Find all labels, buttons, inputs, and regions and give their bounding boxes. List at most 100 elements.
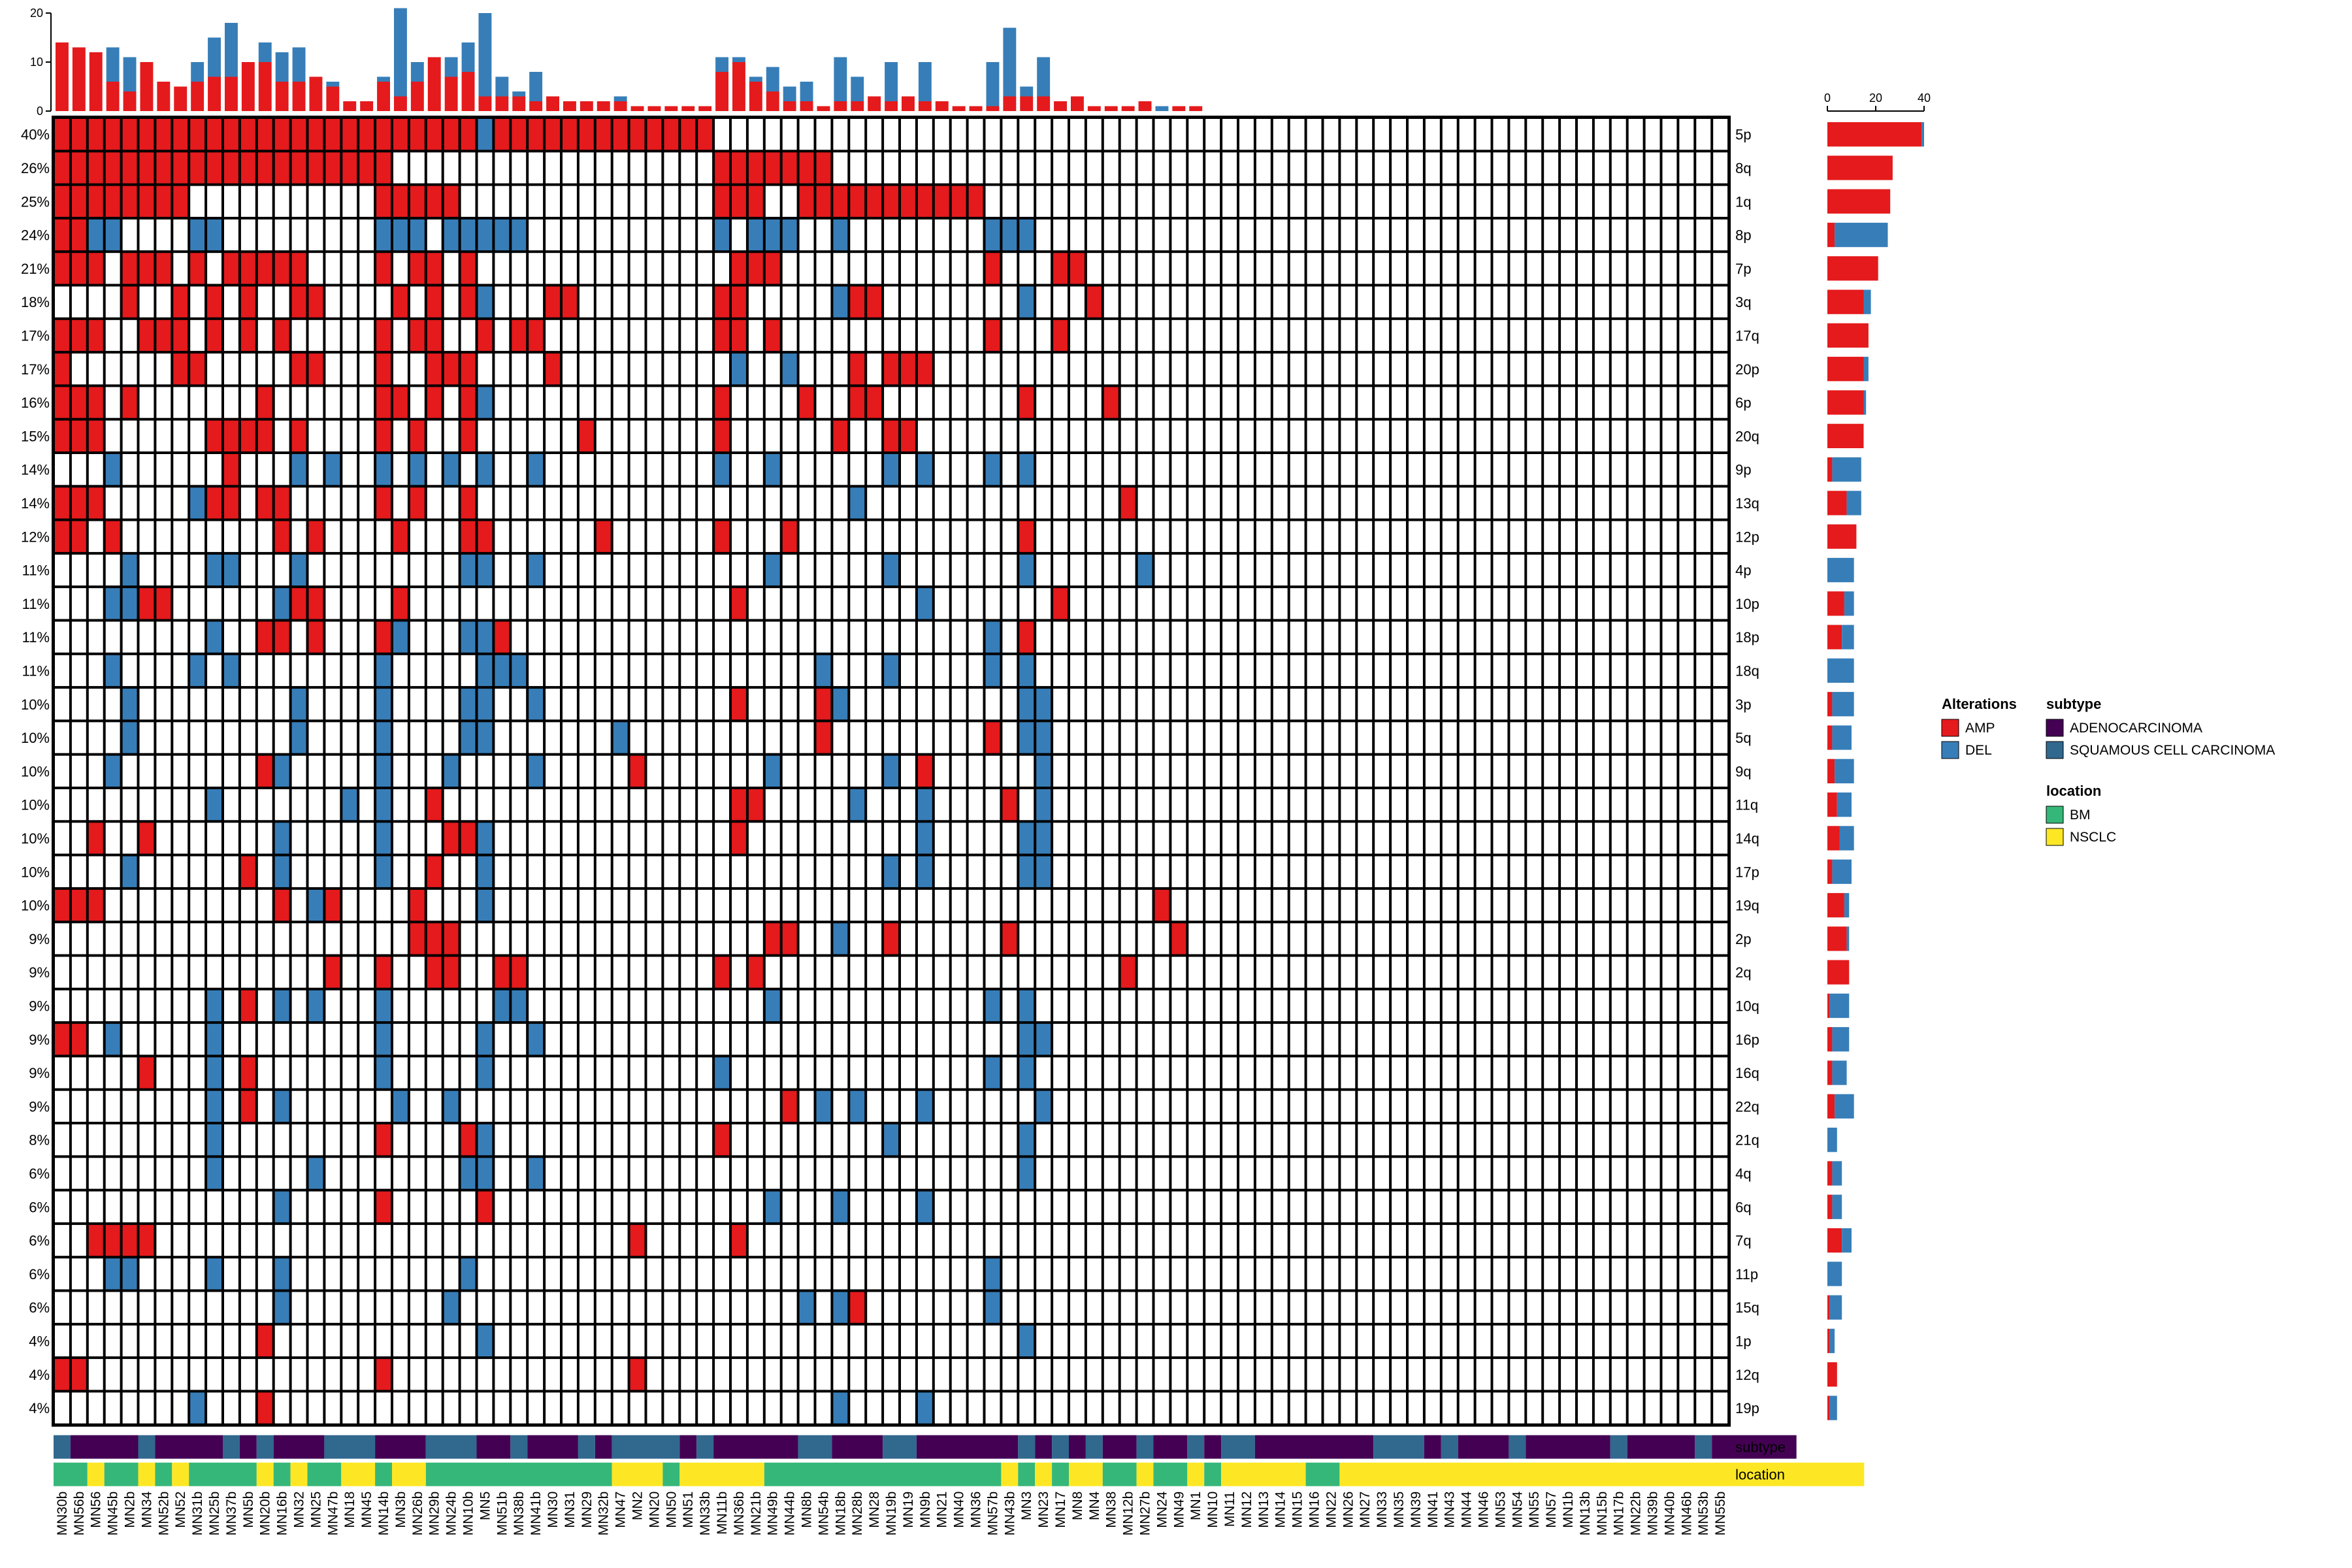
alteration-cell	[1103, 1358, 1119, 1391]
alteration-cell	[359, 621, 375, 653]
subtype-track	[1373, 1435, 1424, 1459]
alteration-cell	[1188, 989, 1204, 1022]
alteration-cell	[71, 956, 87, 988]
alteration-cell	[1070, 822, 1085, 855]
row-label: 12p	[1735, 529, 1759, 545]
alteration-cell	[88, 855, 104, 888]
alteration-cell	[1509, 1324, 1526, 1358]
alteration-cell	[308, 1056, 324, 1089]
side-bar-amp	[1827, 625, 1842, 649]
alteration-cell	[1458, 1157, 1475, 1190]
sample-label: MN55b	[1713, 1492, 1728, 1536]
alteration-cell	[1272, 453, 1288, 486]
alteration-cell	[172, 1056, 189, 1089]
alteration-cell	[409, 152, 425, 184]
alteration-cell	[1577, 789, 1593, 821]
alteration-cell	[731, 386, 747, 419]
alteration-cell	[1340, 218, 1356, 252]
alteration-cell	[155, 822, 172, 855]
alteration-cell	[1306, 789, 1322, 821]
side-bar-del	[1832, 1060, 1847, 1085]
alteration-cell	[189, 152, 206, 184]
alteration-cell	[105, 721, 121, 754]
alteration-cell	[781, 688, 798, 721]
alteration-cell	[1222, 1056, 1237, 1089]
alteration-cell	[1188, 553, 1204, 587]
alteration-cell	[832, 889, 849, 922]
alteration-cell	[155, 1124, 172, 1156]
alteration-cell	[1103, 989, 1119, 1022]
alteration-cell	[393, 1157, 408, 1190]
alteration-cell	[646, 419, 662, 453]
top-bar-amp	[1189, 106, 1203, 111]
alteration-cell	[612, 118, 629, 151]
alteration-cell	[731, 152, 747, 184]
alteration-cell	[342, 319, 358, 352]
alteration-cell	[426, 185, 442, 218]
alteration-cell	[1002, 252, 1018, 285]
alteration-cell	[1086, 654, 1102, 687]
alteration-cell	[206, 1324, 223, 1358]
alteration-cell	[460, 118, 476, 151]
alteration-cell	[1560, 487, 1576, 519]
alteration-cell	[325, 185, 341, 218]
alteration-cell	[680, 1190, 696, 1223]
alteration-cell	[680, 1258, 696, 1290]
alteration-cell	[1509, 923, 1526, 955]
alteration-cell	[409, 587, 425, 620]
alteration-cell	[1053, 989, 1068, 1022]
alteration-cell	[1272, 1190, 1288, 1223]
alteration-cell	[1036, 621, 1052, 653]
alteration-cell	[1357, 520, 1373, 553]
alteration-cell	[663, 218, 679, 252]
alteration-cell	[1441, 1157, 1458, 1190]
alteration-cell	[1188, 218, 1204, 252]
row-label: 10q	[1735, 998, 1759, 1014]
alteration-cell	[731, 587, 747, 620]
alteration-cell	[1171, 1190, 1187, 1223]
alteration-cell	[1255, 487, 1271, 519]
alteration-cell	[1137, 688, 1153, 721]
alteration-cell	[88, 654, 104, 687]
alteration-cell	[985, 152, 1001, 184]
alteration-cell	[189, 1324, 206, 1358]
alteration-cell	[1154, 419, 1170, 453]
alteration-cell	[900, 721, 916, 754]
row-label: 6q	[1735, 1199, 1751, 1215]
alteration-cell	[54, 453, 70, 486]
alteration-cell	[359, 923, 375, 955]
side-bar-del	[1827, 658, 1854, 683]
alteration-cell	[1205, 386, 1221, 419]
alteration-cell	[1424, 286, 1441, 318]
location-track	[273, 1462, 291, 1486]
side-bar-tick-label: 20	[1869, 91, 1882, 105]
alteration-cell	[189, 1392, 206, 1424]
side-bar-del	[1863, 357, 1869, 382]
alteration-cell	[325, 487, 341, 519]
subtype-track	[832, 1435, 883, 1459]
alteration-cell	[1188, 419, 1204, 453]
alteration-cell	[528, 755, 544, 787]
alteration-cell	[1289, 319, 1305, 352]
alteration-cell	[1627, 654, 1644, 687]
alteration-cell	[663, 654, 679, 687]
alteration-cell	[291, 520, 307, 553]
alteration-cell	[1171, 1324, 1187, 1358]
alteration-cell	[1391, 755, 1407, 787]
alteration-cell	[443, 319, 459, 352]
alteration-cell	[409, 1358, 425, 1391]
alteration-cell	[172, 286, 189, 318]
alteration-cell	[1661, 252, 1678, 285]
alteration-cell	[1289, 1358, 1305, 1391]
alteration-cell	[1678, 1224, 1695, 1257]
alteration-cell	[1610, 252, 1627, 285]
alteration-cell	[646, 1157, 662, 1190]
alteration-cell	[1458, 1224, 1475, 1257]
alteration-cell	[1272, 553, 1288, 587]
top-bar-amp	[292, 82, 306, 111]
alteration-cell	[1222, 1358, 1237, 1391]
alteration-cell	[274, 1023, 290, 1056]
alteration-cell	[917, 185, 933, 218]
alteration-cell	[595, 1291, 612, 1324]
alteration-cell	[1340, 889, 1356, 922]
